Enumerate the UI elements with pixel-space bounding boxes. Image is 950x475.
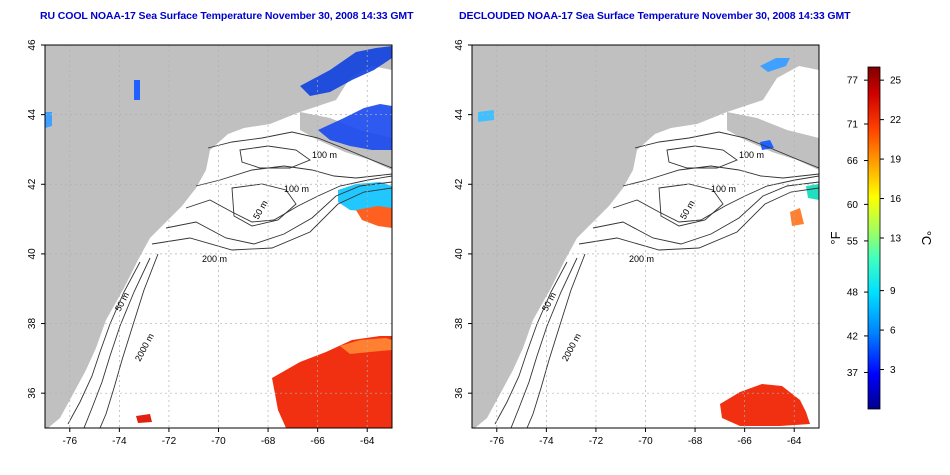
celsius-tick-label: 9 [890,286,896,297]
lon-tick-label: -72 [589,436,604,447]
lon-tick-label: -64 [360,436,375,447]
lon-tick-label: -66 [310,436,325,447]
lat-tick-label: 42 [27,178,38,190]
lat-tick-label: 36 [27,387,38,399]
sst-patch-scotian [318,104,392,150]
celsius-tick-label: 16 [890,194,902,205]
lat-tick-label: 44 [27,109,38,121]
sst-patch-maine [45,112,52,128]
fahrenheit-axis-label: °F [828,231,843,244]
contour-label: 100 m [312,150,337,160]
bathymetry-contours [494,131,819,428]
lon-tick-label: -70 [211,436,226,447]
sst-patch-lake [134,80,140,100]
sst-patch-gulf-stlawrence [300,46,392,96]
land-nova-scotia [727,112,819,170]
lat-tick-label: 46 [454,39,465,51]
map-gridlines [472,44,819,428]
celsius-tick-label: 25 [890,76,902,87]
lat-tick-label: 42 [454,178,465,190]
fahrenheit-tick-label: 48 [847,288,859,299]
fahrenheit-tick-label: 42 [847,331,859,342]
lon-tick-label: -68 [261,436,276,447]
fahrenheit-tick-label: 55 [847,236,859,247]
lat-tick-label: 46 [27,39,38,51]
lon-tick-label: -76 [490,436,505,447]
land-mass [472,45,819,428]
lon-tick-label: -68 [688,436,703,447]
lat-tick-label: 38 [454,318,465,330]
land-mass [45,45,392,428]
sst-patch-gulf-stlawrence [760,58,790,72]
contour-label: 100 m [711,184,736,194]
panel-left-map: 100 m 100 m 50 m 200 m 50 m 2000 m -76 -7… [27,39,393,447]
sst-patch-scotian [760,140,774,150]
lat-tick-label: 40 [27,248,38,260]
colorbar-gradient [867,66,881,410]
contour-label: 100 m [739,150,764,160]
sst-patch-cyan [806,184,819,200]
lon-tick-label: -72 [162,436,177,447]
fahrenheit-tick-label: 77 [847,76,859,87]
lon-tick-label: -66 [737,436,752,447]
fahrenheit-tick-label: 37 [847,368,859,379]
lat-tick-label: 44 [454,109,465,121]
lat-tick-label: 38 [27,318,38,330]
temperature-colorbar: 25 22 19 16 13 9 6 3 77 71 66 60 55 48 42 37 °F °C [828,66,934,410]
celsius-tick-label: 22 [890,115,902,126]
fahrenheit-tick-label: 60 [847,200,859,211]
sst-patch-warm-edge [790,208,804,226]
panel-right-title: DECLOUDED NOAA-17 Sea Surface Temperatur… [459,10,851,22]
bathymetry-contours [67,131,392,428]
fahrenheit-tick-label: 71 [847,120,859,131]
fahrenheit-tick-label: 66 [847,156,859,167]
sst-patch-gulf-stream [272,336,392,428]
celsius-tick-label: 3 [890,365,896,376]
sst-patch-gulf-stream-2 [340,338,392,354]
sst-patch-maine [478,110,494,122]
map-gridlines [45,44,392,428]
lon-tick-label: -74 [112,436,127,447]
panel-right-map: 100 m 100 m 50 m 200 m 50 m 2000 m -76 -7… [454,39,820,447]
lat-tick-label: 40 [454,248,465,260]
lon-tick-label: -76 [63,436,78,447]
panel-left-title: RU COOL NOAA-17 Sea Surface Temperature … [40,10,414,22]
lon-tick-label: -74 [539,436,554,447]
celsius-tick-label: 13 [890,234,902,245]
contour-label: 200 m [629,254,654,264]
sst-patch-gulf-stream [720,384,810,426]
contour-label: 200 m [202,254,227,264]
celsius-axis-label: °C [919,231,934,246]
celsius-tick-label: 19 [890,155,902,166]
lon-tick-label: -70 [638,436,653,447]
sst-patch-warm-edge [356,206,392,228]
contour-label: 100 m [284,184,309,194]
celsius-tick-label: 6 [890,326,896,337]
lon-tick-label: -64 [787,436,802,447]
lat-tick-label: 36 [454,387,465,399]
sst-patch-small-se [136,414,152,423]
